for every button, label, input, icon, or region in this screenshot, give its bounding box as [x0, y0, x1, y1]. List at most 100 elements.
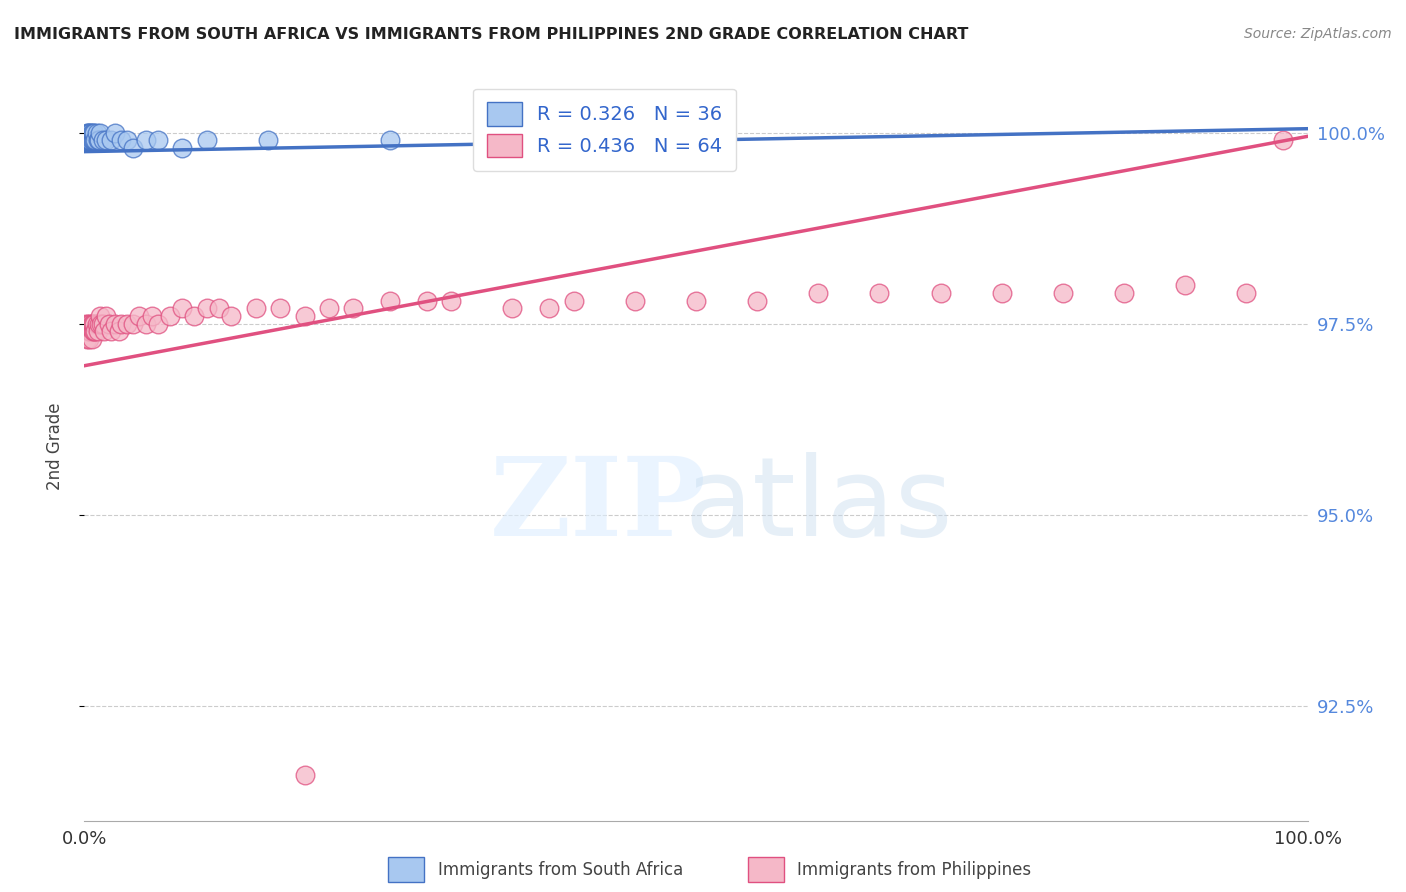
- Point: [195, 133, 218, 147]
- Point: [96, 133, 118, 147]
- Point: [84, 324, 107, 338]
- Point: [84, 133, 107, 147]
- Point: [76, 332, 98, 346]
- Point: [93, 324, 115, 338]
- Point: [1174, 278, 1197, 293]
- Text: atlas: atlas: [685, 452, 952, 559]
- Point: [82, 317, 104, 331]
- Point: [80, 133, 103, 147]
- Point: [79, 324, 101, 338]
- Point: [122, 141, 145, 155]
- Point: [195, 301, 218, 316]
- Point: [79, 317, 101, 331]
- Point: [91, 133, 114, 147]
- Point: [183, 309, 205, 323]
- Point: [82, 324, 104, 338]
- Point: [100, 324, 122, 338]
- Point: [172, 301, 194, 316]
- Point: [89, 309, 111, 323]
- Point: [122, 317, 145, 331]
- Point: [146, 133, 169, 147]
- Point: [115, 317, 138, 331]
- Point: [115, 133, 138, 147]
- Point: [380, 293, 402, 308]
- Point: [159, 309, 181, 323]
- Point: [104, 317, 127, 331]
- Point: [1272, 133, 1295, 147]
- Point: [96, 309, 118, 323]
- Point: [110, 133, 132, 147]
- Point: [135, 317, 157, 331]
- Point: [77, 126, 100, 140]
- Point: [89, 126, 111, 140]
- Point: [586, 126, 609, 140]
- Point: [929, 286, 952, 301]
- Point: [86, 126, 108, 140]
- Point: [80, 317, 103, 331]
- Point: [562, 293, 585, 308]
- Point: [342, 301, 364, 316]
- Point: [83, 126, 105, 140]
- Point: [76, 324, 98, 338]
- Point: [104, 126, 127, 140]
- Point: [107, 324, 129, 338]
- Point: [82, 133, 104, 147]
- Point: [807, 286, 830, 301]
- Point: [257, 133, 280, 147]
- Point: [83, 317, 105, 331]
- Point: [110, 317, 132, 331]
- Point: [747, 293, 769, 308]
- Point: [77, 126, 100, 140]
- Point: [141, 309, 163, 323]
- Text: IMMIGRANTS FROM SOUTH AFRICA VS IMMIGRANTS FROM PHILIPPINES 2ND GRADE CORRELATIO: IMMIGRANTS FROM SOUTH AFRICA VS IMMIGRAN…: [14, 27, 969, 42]
- Point: [87, 133, 110, 147]
- Point: [90, 317, 112, 331]
- Point: [685, 293, 707, 308]
- Point: [75, 133, 97, 147]
- Point: [79, 133, 101, 147]
- Point: [80, 332, 103, 346]
- Point: [83, 324, 105, 338]
- Y-axis label: 2nd Grade: 2nd Grade: [45, 402, 63, 490]
- Point: [77, 324, 100, 338]
- Point: [1052, 286, 1074, 301]
- Point: [869, 286, 891, 301]
- Point: [87, 133, 110, 147]
- Point: [538, 301, 561, 316]
- Point: [416, 293, 439, 308]
- Point: [318, 301, 340, 316]
- Point: [294, 768, 316, 782]
- Point: [76, 133, 98, 147]
- Point: [79, 126, 101, 140]
- Point: [219, 309, 242, 323]
- Bar: [748, 857, 785, 882]
- Point: [83, 133, 105, 147]
- Point: [77, 133, 100, 147]
- Point: [80, 126, 103, 140]
- Point: [77, 324, 100, 338]
- Point: [87, 317, 110, 331]
- Point: [86, 317, 108, 331]
- Point: [208, 301, 231, 316]
- Point: [77, 133, 100, 147]
- Point: [77, 133, 100, 147]
- Point: [77, 332, 100, 346]
- Point: [128, 309, 150, 323]
- Point: [502, 301, 524, 316]
- Point: [87, 324, 110, 338]
- Point: [77, 317, 100, 331]
- Point: [146, 317, 169, 331]
- Point: [624, 293, 647, 308]
- Bar: [388, 857, 425, 882]
- Point: [79, 133, 101, 147]
- Point: [294, 309, 316, 323]
- Point: [380, 133, 402, 147]
- Point: [97, 317, 120, 331]
- Point: [75, 317, 97, 331]
- Point: [440, 293, 463, 308]
- Legend: R = 0.326   N = 36, R = 0.436   N = 64: R = 0.326 N = 36, R = 0.436 N = 64: [474, 88, 737, 171]
- Point: [991, 286, 1014, 301]
- Point: [76, 126, 98, 140]
- Point: [1236, 286, 1258, 301]
- Text: Immigrants from Philippines: Immigrants from Philippines: [797, 861, 1032, 879]
